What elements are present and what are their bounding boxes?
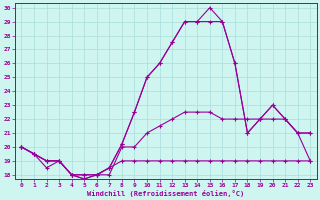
X-axis label: Windchill (Refroidissement éolien,°C): Windchill (Refroidissement éolien,°C)	[87, 190, 244, 197]
